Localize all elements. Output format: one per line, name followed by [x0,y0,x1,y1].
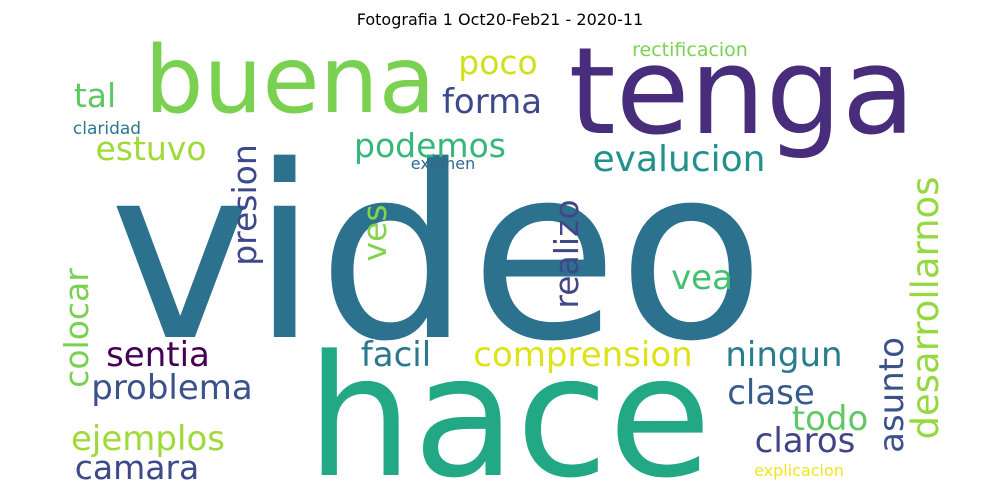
word-ejemplos: ejemplos [71,419,225,459]
word-todo: todo [792,399,869,439]
word-camara: camara [75,448,200,487]
word-presion: presion [225,144,264,266]
word-tenga: tenga [569,23,916,162]
word-desarrollarnos: desarrollarnos [904,177,947,440]
word-clase: clase [727,373,815,413]
word-video: video [109,114,765,394]
word-sentia: sentia [106,335,210,375]
word-examen: examen [411,154,475,173]
word-poco: poco [458,43,537,82]
word-realizo: realizo [547,199,586,308]
word-asunto: asunto [872,337,912,453]
word-hace: hace [306,319,711,500]
word-facil: facil [361,335,431,375]
word-ningun: ningun [725,335,842,375]
word-colocar: colocar [57,268,96,388]
word-tal: tal [74,76,116,115]
plot-title: Fotografia 1 Oct20-Feb21 - 2020-11 [356,10,644,29]
word-buena: buena [144,26,435,134]
word-claridad: claridad [73,119,141,139]
word-forma: forma [442,82,542,122]
word-comprension: comprension [473,335,692,375]
word-evalucion: evalucion [593,139,766,180]
word-estuvo: estuvo [95,129,206,168]
word-vea: vea [671,258,733,298]
word-rectificacion: rectificacion [632,39,748,61]
word-explicacion: explicacion [754,461,844,480]
word-ves: ves [355,204,394,261]
word-problema: problema [91,368,253,408]
word-podemos: podemos [354,126,506,165]
word-claros: claros [755,421,856,461]
